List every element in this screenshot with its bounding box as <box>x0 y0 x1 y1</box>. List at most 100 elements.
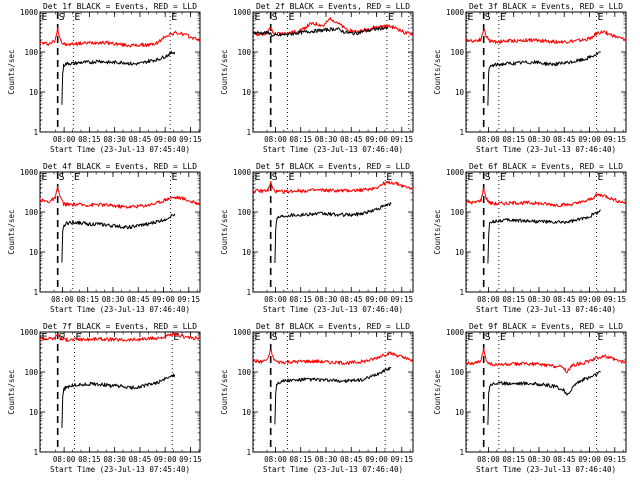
x-tick-label: 08:15 <box>289 295 312 304</box>
y-tick-label: 1000 <box>20 8 39 17</box>
x-axis-label: Start Time (23-Jul-13 07:46:40) <box>50 305 190 314</box>
x-axis-label: Start Time (23-Jul-13 07:46:40) <box>476 465 616 474</box>
marker-label: E <box>289 12 295 23</box>
chart-title: Det 9f BLACK = Events, RED = LLD <box>469 322 623 331</box>
x-tick-label: 08:00 <box>53 455 76 464</box>
marker-label: E <box>74 12 80 23</box>
marker-label: S <box>485 332 491 343</box>
plot-frame <box>252 331 414 453</box>
x-tick-label: 09:15 <box>177 295 200 304</box>
x-tick-label: 09:00 <box>152 295 175 304</box>
y-tick-label: 10 <box>29 408 39 417</box>
chart-panel: Det 4f BLACK = Events, RED = LLD 1 10 100 10… <box>7 162 201 314</box>
x-tick-label: 08:15 <box>289 455 312 464</box>
y-axis-label: Counts/sec <box>7 49 16 94</box>
marker-label: E <box>388 12 394 23</box>
y-tick-label: 10 <box>455 408 465 417</box>
chart-title: Det 5f BLACK = Events, RED = LLD <box>256 162 410 171</box>
plot-frame <box>39 11 201 133</box>
x-tick-label: 09:15 <box>390 295 413 304</box>
y-tick-label: 1000 <box>20 328 39 337</box>
x-tick-label: 08:30 <box>102 295 125 304</box>
chart-panel: Det 2f BLACK = Events, RED = LLD 1 10 100 10… <box>220 2 414 154</box>
series-line-events <box>61 213 176 263</box>
x-tick-label: 08:15 <box>502 295 525 304</box>
marker-label: E <box>255 172 261 183</box>
x-tick-label: 08:00 <box>264 135 287 144</box>
marker-label: E <box>255 332 261 343</box>
y-axis-label: Counts/sec <box>220 209 229 254</box>
y-tick-label: 100 <box>24 48 38 57</box>
y-axis-label: Counts/sec <box>7 209 16 254</box>
x-tick-label: 08:30 <box>528 295 551 304</box>
chart-panel: Det 8f BLACK = Events, RED = LLD 1 10 100 10… <box>220 322 414 474</box>
y-tick-label: 100 <box>24 208 38 217</box>
chart-title: Det 3f BLACK = Events, RED = LLD <box>469 2 623 11</box>
series-line-lld <box>40 333 201 342</box>
y-tick-label: 100 <box>237 48 251 57</box>
x-tick-label: 08:30 <box>315 455 338 464</box>
marker-label: E <box>468 172 474 183</box>
x-tick-label: 09:00 <box>154 455 177 464</box>
x-tick-label: 08:30 <box>315 135 338 144</box>
series-line-events <box>274 202 392 264</box>
x-axis-label: Start Time (23-Jul-13 07:46:40) <box>263 465 403 474</box>
series-line-lld <box>465 187 627 208</box>
series-line-lld <box>465 28 627 44</box>
marker-label: S <box>272 332 278 343</box>
marker-label: E <box>500 332 506 343</box>
y-tick-label: 1000 <box>446 8 465 17</box>
x-tick-label: 08:30 <box>528 455 551 464</box>
series-line-events <box>61 50 176 105</box>
y-tick-label: 1000 <box>20 168 39 177</box>
plot-frame <box>39 331 201 453</box>
y-tick-label: 1000 <box>233 8 252 17</box>
marker-label: E <box>468 332 474 343</box>
marker-label: E <box>500 12 506 23</box>
y-tick-label: 10 <box>242 408 252 417</box>
marker-label: S <box>272 12 278 23</box>
chart-title: Det 4f BLACK = Events, RED = LLD <box>43 162 197 171</box>
x-tick-label: 08:15 <box>76 295 99 304</box>
chart-panel: Det 5f BLACK = Events, RED = LLD 1 10 100 10… <box>220 162 414 314</box>
marker-label: E <box>386 172 392 183</box>
marker-label: E <box>598 172 604 183</box>
marker-label: E <box>598 332 604 343</box>
marker-label: E <box>172 172 178 183</box>
y-tick-label: 10 <box>242 88 252 97</box>
x-tick-label: 08:30 <box>528 135 551 144</box>
chart-panel: Det 9f BLACK = Events, RED = LLD 1 10 100 10… <box>433 322 627 474</box>
marker-label: S <box>485 172 491 183</box>
x-tick-label: 08:00 <box>53 135 76 144</box>
marker-label: E <box>598 12 604 23</box>
y-tick-label: 1 <box>33 288 38 297</box>
y-tick-label: 10 <box>29 88 39 97</box>
y-tick-label: 1 <box>246 448 251 457</box>
x-tick-label: 09:00 <box>578 135 601 144</box>
x-tick-label: 09:15 <box>390 455 413 464</box>
x-axis-label: Start Time (23-Jul-13 07:46:40) <box>476 305 616 314</box>
chart-title: Det 1f BLACK = Events, RED = LLD <box>43 2 197 11</box>
x-tick-label: 09:15 <box>603 295 626 304</box>
y-tick-label: 1 <box>459 288 464 297</box>
chart-title: Det 7f BLACK = Events, RED = LLD <box>43 322 197 331</box>
series-line-events <box>252 26 389 37</box>
x-tick-label: 09:00 <box>154 135 177 144</box>
marker-label: E <box>42 12 48 23</box>
x-tick-label: 08:00 <box>477 135 500 144</box>
x-tick-label: 09:00 <box>578 455 601 464</box>
y-axis-label: Counts/sec <box>220 369 229 414</box>
x-tick-label: 08:15 <box>78 455 101 464</box>
x-tick-label: 08:45 <box>340 455 363 464</box>
y-axis-label: Counts/sec <box>433 209 442 254</box>
x-tick-label: 08:00 <box>51 295 74 304</box>
y-tick-label: 10 <box>455 248 465 257</box>
x-axis-label: Start Time (23-Jul-13 07:46:40) <box>263 145 403 154</box>
plot-frame <box>465 11 627 133</box>
y-axis-label: Counts/sec <box>7 369 16 414</box>
chart-title: Det 6f BLACK = Events, RED = LLD <box>469 162 623 171</box>
plot-frame <box>39 171 201 293</box>
plot-frame <box>252 11 414 133</box>
